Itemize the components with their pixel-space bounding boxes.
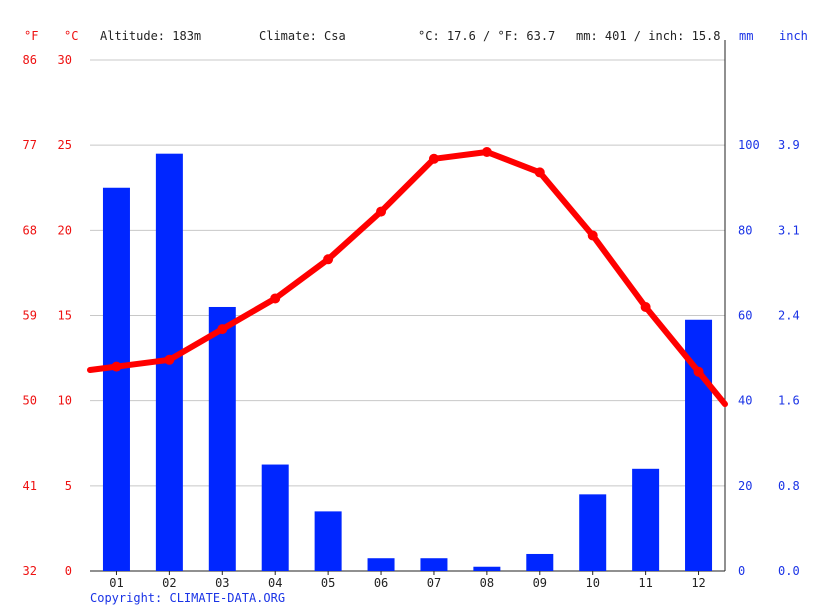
- precipitation-bar: [261, 464, 289, 571]
- temperature-point: [587, 230, 598, 241]
- precipitation-bar: [314, 511, 342, 571]
- inch-tick-label: 3.1: [778, 223, 800, 237]
- precipitation-bar: [102, 187, 130, 571]
- fahrenheit-unit-label: °F: [24, 29, 38, 43]
- temperature-line: [87, 146, 728, 408]
- temperature-point: [693, 366, 704, 377]
- temperature-point: [270, 293, 281, 304]
- celsius-tick-label: 15: [58, 309, 72, 323]
- month-tick-label: 02: [162, 576, 176, 590]
- month-tick-label: 04: [268, 576, 282, 590]
- precipitation-bar: [367, 558, 395, 571]
- temperature-point: [111, 361, 122, 372]
- month-tick-label: 08: [480, 576, 494, 590]
- month-tick-label: 12: [691, 576, 705, 590]
- celsius-unit-label: °C: [64, 29, 78, 43]
- inch-unit-label: inch: [779, 29, 808, 43]
- month-tick-label: 01: [109, 576, 123, 590]
- celsius-tick-label: 25: [58, 138, 72, 152]
- fahrenheit-tick-label: 59: [23, 309, 37, 323]
- inch-tick-label: 2.4: [778, 309, 800, 323]
- inch-tick-label: 0.8: [778, 479, 800, 493]
- celsius-tick-label: 20: [58, 223, 72, 237]
- celsius-tick-label: 10: [58, 394, 72, 408]
- precipitation-summary: mm: 401 / inch: 15.8: [576, 29, 721, 43]
- chart-header: °F °C Altitude: 183m Climate: Csa °C: 17…: [24, 29, 808, 43]
- precipitation-bar: [420, 558, 448, 571]
- mm-unit-label: mm: [739, 29, 753, 43]
- grid-lines: [90, 59, 725, 487]
- temperature-point: [323, 254, 334, 265]
- axes: [90, 40, 726, 575]
- month-tick-label: 03: [215, 576, 229, 590]
- temperature-point: [640, 301, 651, 312]
- month-tick-label: 07: [427, 576, 441, 590]
- inch-tick-label: 1.6: [778, 394, 800, 408]
- fahrenheit-tick-label: 86: [23, 53, 37, 67]
- mm-tick-label: 80: [738, 223, 752, 237]
- fahrenheit-tick-label: 68: [23, 223, 37, 237]
- mm-tick-label: 20: [738, 479, 752, 493]
- month-tick-label: 09: [533, 576, 547, 590]
- precipitation-bar: [208, 306, 236, 571]
- fahrenheit-tick-label: 50: [23, 394, 37, 408]
- temperature-summary: °C: 17.6 / °F: 63.7: [418, 29, 555, 43]
- temperature-point: [534, 167, 545, 178]
- climate-label: Climate: Csa: [259, 29, 346, 43]
- precipitation-bar: [579, 494, 607, 571]
- celsius-tick-label: 0: [65, 564, 72, 578]
- mm-tick-label: 60: [738, 309, 752, 323]
- fahrenheit-tick-label: 32: [23, 564, 37, 578]
- altitude-label: Altitude: 183m: [100, 29, 201, 43]
- precipitation-bar: [473, 566, 501, 571]
- temperature-point: [164, 354, 175, 365]
- temperature-point: [481, 146, 492, 157]
- month-tick-label: 05: [321, 576, 335, 590]
- month-tick-label: 06: [374, 576, 388, 590]
- precipitation-bars: [102, 153, 713, 571]
- mm-tick-label: 0: [738, 564, 745, 578]
- inch-tick-label: 3.9: [778, 138, 800, 152]
- temperature-series-line: [87, 149, 728, 408]
- temperature-point: [217, 324, 228, 335]
- celsius-tick-label: 5: [65, 479, 72, 493]
- month-tick-label: 10: [585, 576, 599, 590]
- celsius-tick-label: 30: [58, 53, 72, 67]
- fahrenheit-tick-label: 41: [23, 479, 37, 493]
- temperature-point: [376, 206, 387, 217]
- inch-tick-label: 0.0: [778, 564, 800, 578]
- copyright-link[interactable]: Copyright: CLIMATE-DATA.ORG: [90, 591, 286, 605]
- precipitation-bar: [526, 553, 554, 571]
- fahrenheit-tick-label: 77: [23, 138, 37, 152]
- temperature-point: [428, 153, 439, 164]
- precipitation-bar: [632, 468, 660, 571]
- mm-tick-label: 40: [738, 394, 752, 408]
- month-tick-label: 11: [638, 576, 652, 590]
- mm-tick-label: 100: [738, 138, 760, 152]
